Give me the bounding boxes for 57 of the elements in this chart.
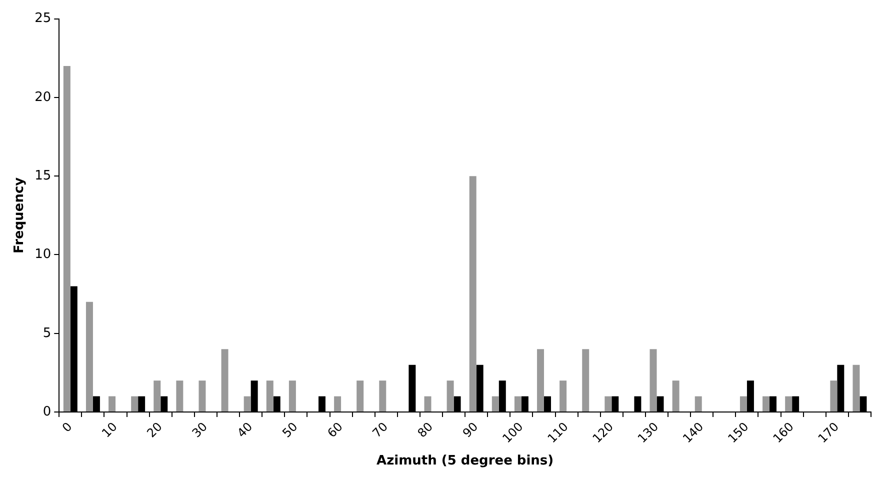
x-tick-label: 170 xyxy=(815,420,842,446)
x-tick-label: 40 xyxy=(234,420,256,440)
x-tick-label: 60 xyxy=(324,420,346,440)
bar xyxy=(356,380,364,412)
y-tick-label: 0 xyxy=(42,404,52,420)
x-axis-title: Azimuth (5 degree bins) xyxy=(376,454,554,469)
y-tick-label: 15 xyxy=(34,168,52,184)
bar xyxy=(852,364,860,412)
x-tick-label: 100 xyxy=(500,420,526,446)
x-tick-label: 30 xyxy=(189,420,210,440)
bar xyxy=(537,349,544,412)
bar xyxy=(469,176,476,412)
bar xyxy=(131,396,138,412)
x-tick-label: 140 xyxy=(680,420,706,446)
bar xyxy=(694,396,702,412)
bar xyxy=(582,349,590,412)
y-tick-label: 20 xyxy=(34,90,52,105)
bar xyxy=(198,380,206,412)
y-tick-label: 10 xyxy=(34,247,52,262)
x-tick-label: 80 xyxy=(414,420,436,440)
x-tick-label: 110 xyxy=(544,420,571,446)
x-tick-label: 120 xyxy=(590,420,616,446)
bar xyxy=(830,380,838,412)
bar xyxy=(785,396,792,412)
bar xyxy=(492,396,499,412)
x-tick-label: 160 xyxy=(770,420,796,446)
bar xyxy=(266,380,274,412)
bar xyxy=(154,380,161,412)
y-tick-label: 25 xyxy=(34,11,52,26)
bar xyxy=(288,380,296,412)
bar xyxy=(446,380,454,412)
x-tick-label: 70 xyxy=(370,420,390,440)
x-tick-label: 50 xyxy=(280,420,300,440)
bar xyxy=(650,349,657,412)
bar xyxy=(379,380,386,412)
bar xyxy=(672,380,680,412)
x-tick-label: 10 xyxy=(99,420,120,440)
bar xyxy=(740,396,747,412)
bar xyxy=(63,66,70,412)
x-tick-label: 0 xyxy=(59,420,75,435)
bar xyxy=(244,396,251,412)
x-tick-label: 90 xyxy=(460,420,481,440)
y-axis-title: Frequency xyxy=(12,176,28,254)
bar xyxy=(334,396,342,412)
bar xyxy=(108,396,116,412)
x-tick-label: 20 xyxy=(144,420,165,440)
bar xyxy=(86,302,93,412)
bar xyxy=(514,396,522,412)
bar xyxy=(221,349,228,412)
x-tick-label: 150 xyxy=(725,420,752,446)
x-tick-label: 130 xyxy=(634,420,662,446)
bar xyxy=(424,396,432,412)
bar xyxy=(176,380,184,412)
bar xyxy=(762,396,770,412)
bar xyxy=(604,396,612,412)
y-tick-label: 5 xyxy=(42,326,52,341)
bar xyxy=(560,380,567,412)
